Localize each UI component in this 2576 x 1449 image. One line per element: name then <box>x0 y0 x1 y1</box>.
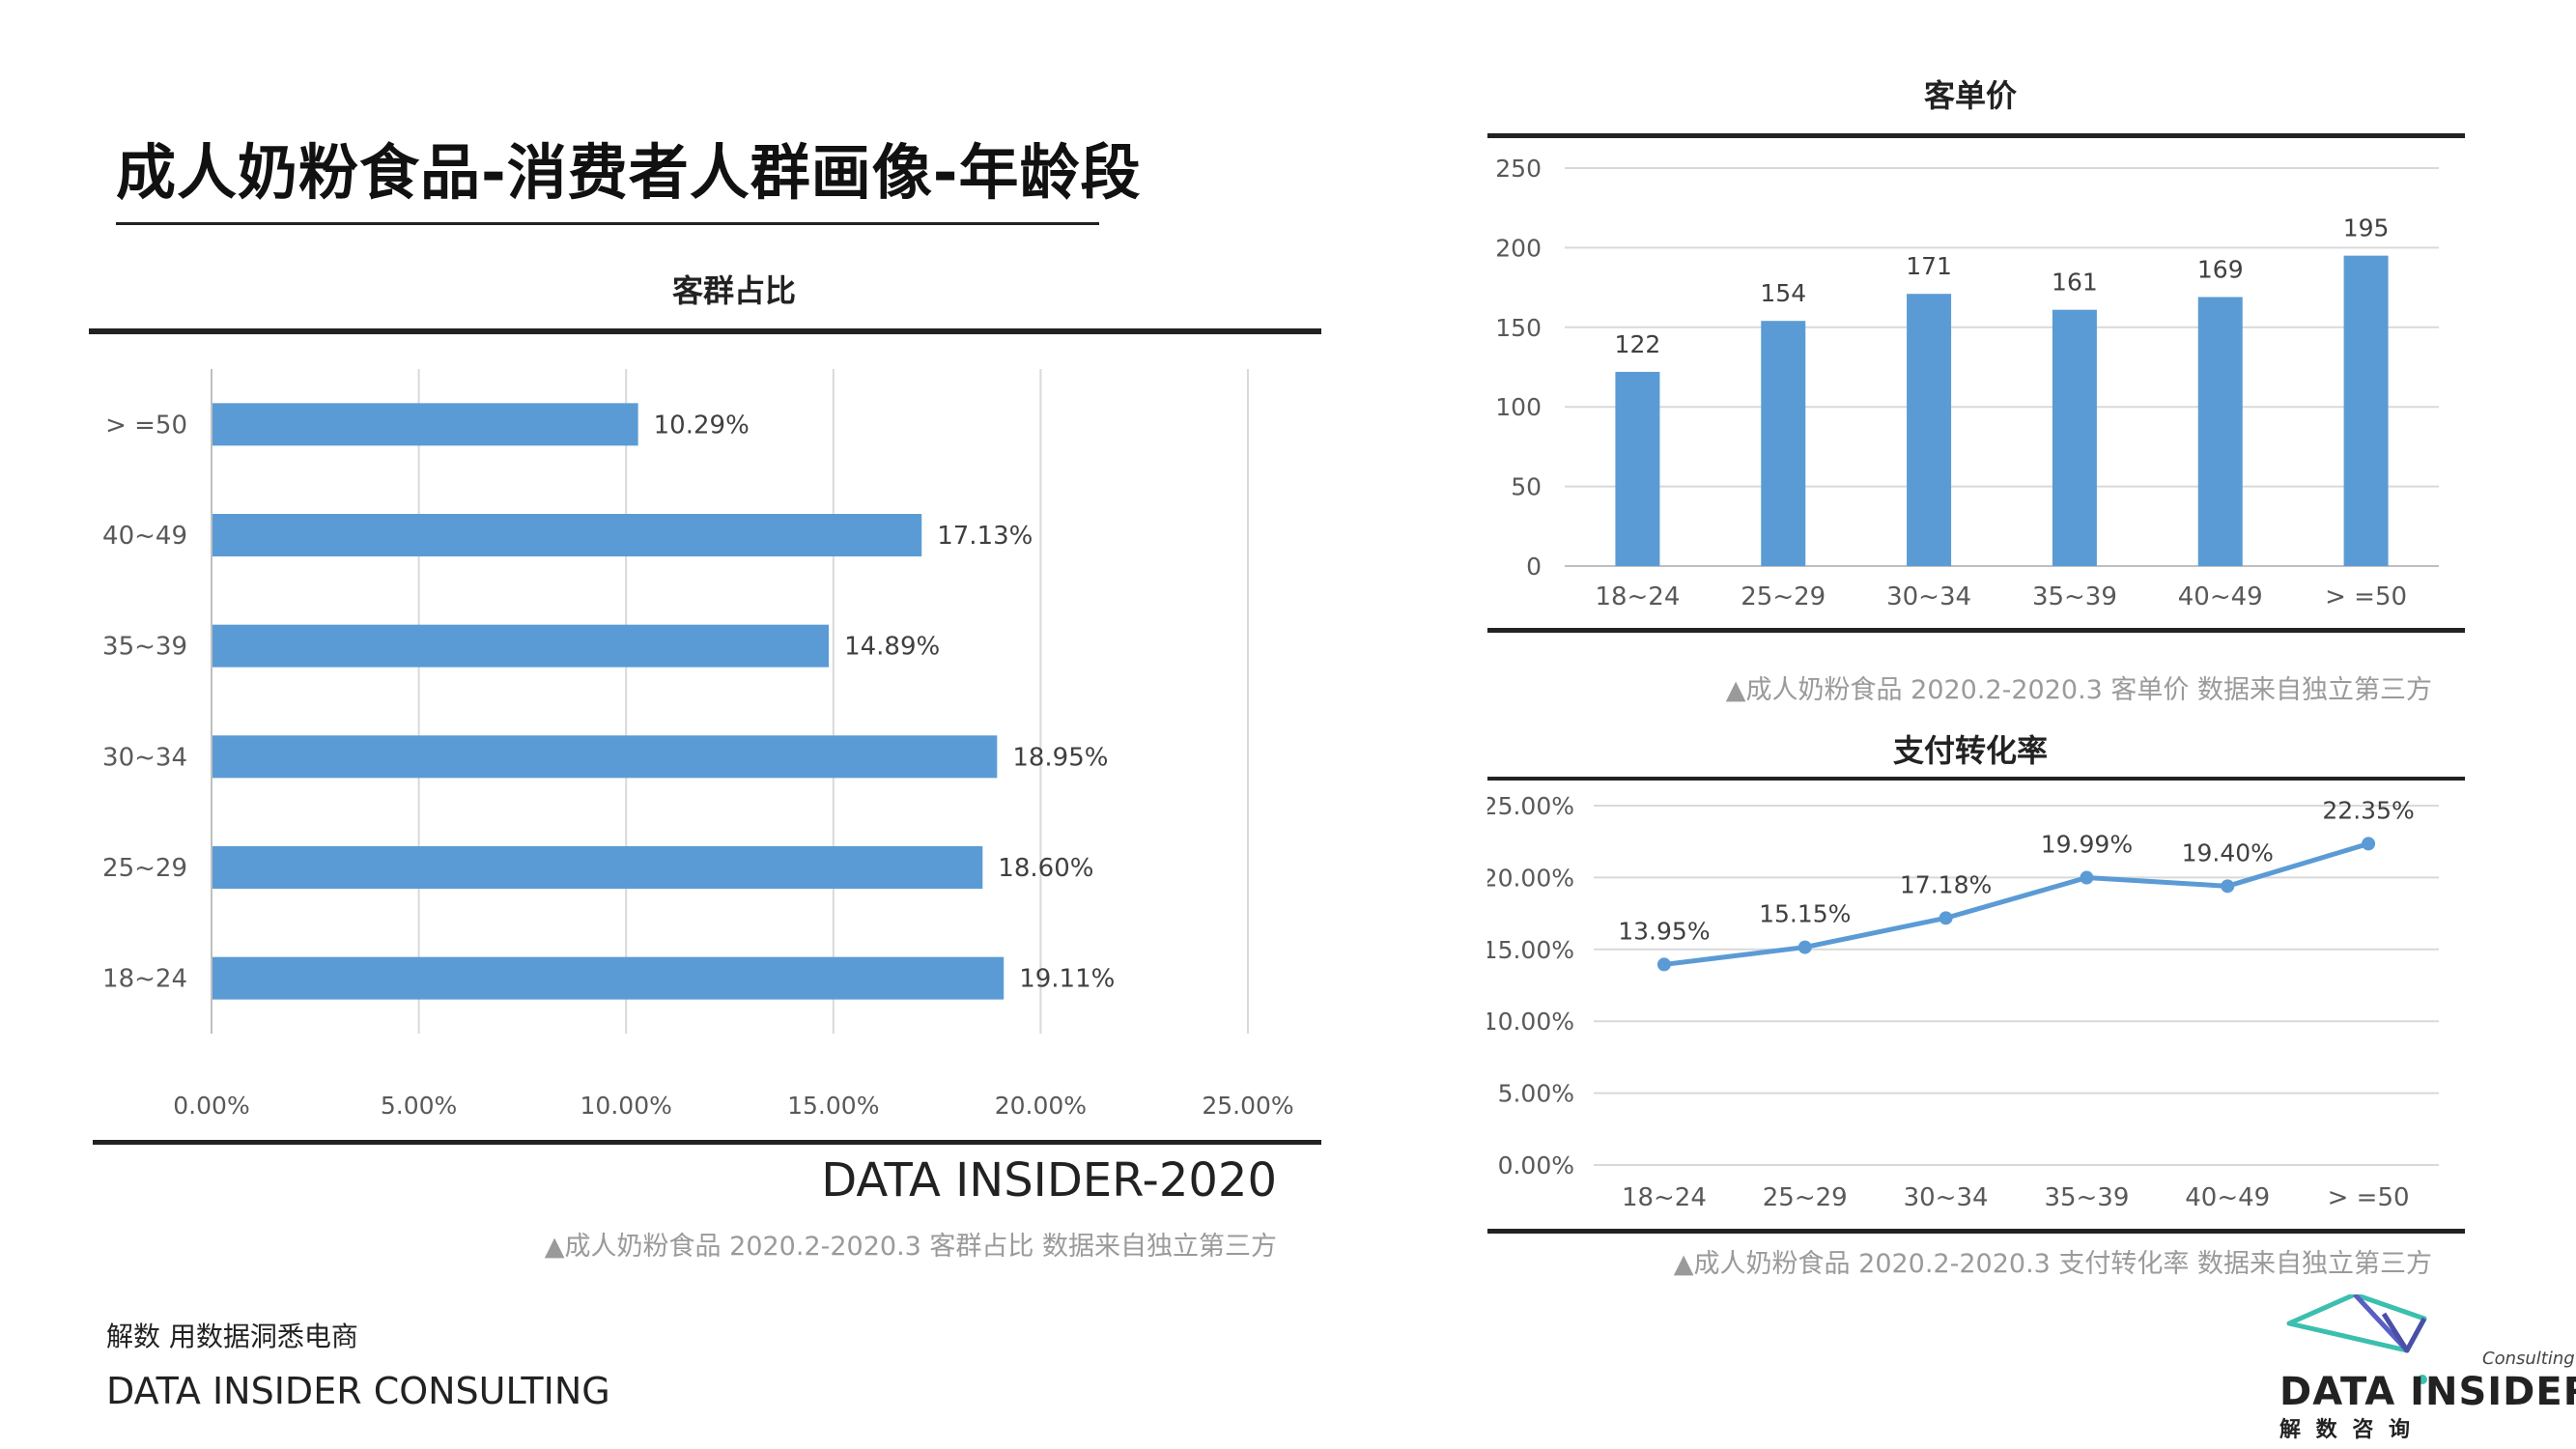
conversion-chart-title: 支付转化率 <box>1892 732 2048 769</box>
unit-price-bar-chart: 0 50 100 150 200 250 122 18~24 154 25~29 171 30~34 1… <box>1495 155 2439 611</box>
unit-price-y-tick-label: 50 <box>1511 473 1542 501</box>
conversion-point <box>1798 940 1812 954</box>
data-insider-logo: Consulting DATA INSIDER 解 数 咨 询 <box>2279 1292 2576 1442</box>
conversion-chart-bottom-rule <box>1487 1229 2465 1234</box>
unit-price-chart-title: 客单价 <box>1923 77 2017 114</box>
conversion-y-tick-label: 25.00% <box>1487 792 1574 820</box>
share-x-tick-label: 20.00% <box>995 1092 1087 1120</box>
share-bar <box>212 846 983 889</box>
conversion-series-line <box>1663 841 2369 967</box>
unit-price-bar <box>2052 309 2097 566</box>
title-divider <box>116 222 1099 225</box>
conversion-point <box>2221 879 2235 894</box>
unit-price-bar <box>1615 371 1660 566</box>
conversion-data-label: 19.99% <box>2041 831 2133 859</box>
conversion-y-tick-label: 0.00% <box>1498 1151 1574 1179</box>
share-y-category-label: 35~39 <box>102 633 187 662</box>
unit-price-x-category-label: 35~39 <box>2032 582 2117 611</box>
consulting-name: DATA INSIDER CONSULTING <box>106 1370 610 1412</box>
brand-label: DATA INSIDER-2020 <box>821 1153 1277 1208</box>
unit-price-bar <box>1907 294 1952 566</box>
unit-price-chart-bottom-rule <box>1487 628 2465 633</box>
page-title: 成人奶粉食品-消费者人群画像-年龄段 <box>116 137 1142 208</box>
share-bar <box>212 624 830 668</box>
unit-price-chart-source: ▲成人奶粉食品 2020.2-2020.3 客单价 数据来自独立第三方 <box>1725 675 2432 705</box>
unit-price-data-label: 161 <box>2052 269 2098 297</box>
share-chart-bottom-rule <box>93 1140 1321 1145</box>
conversion-x-category-label: 25~29 <box>1763 1183 1848 1212</box>
unit-price-data-label: 195 <box>2343 214 2390 242</box>
conversion-point <box>1656 957 1671 972</box>
conversion-y-tick-label: 20.00% <box>1487 864 1574 892</box>
conversion-x-category-label: 40~49 <box>2185 1183 2270 1212</box>
share-bar <box>212 956 1005 1000</box>
share-data-label: 19.11% <box>1019 965 1115 994</box>
conversion-x-category-label: > =50 <box>2328 1183 2410 1212</box>
logo-main-text: DATA INSIDER <box>2279 1370 2576 1414</box>
share-data-label: 14.89% <box>844 633 940 662</box>
conversion-x-category-label: 30~34 <box>1904 1183 1989 1212</box>
unit-price-data-label: 154 <box>1760 279 1806 307</box>
unit-price-x-category-label: > =50 <box>2325 582 2407 611</box>
share-y-category-label: 40~49 <box>102 522 187 551</box>
share-bar-chart: 0.00% 5.00% 10.00% 15.00% 20.00% 25.00% 10.29%… <box>102 369 1294 1120</box>
share-y-category-label: 18~24 <box>102 965 187 994</box>
share-bar <box>212 403 638 446</box>
conversion-point <box>2080 870 2094 885</box>
conversion-chart-top-rule <box>1487 777 2465 781</box>
share-data-label: 18.95% <box>1012 743 1108 772</box>
share-y-category-label: 25~29 <box>102 854 187 883</box>
share-x-tick-label: 15.00% <box>787 1092 879 1120</box>
unit-price-data-label: 169 <box>2197 255 2244 283</box>
conversion-y-tick-label: 5.00% <box>1498 1080 1574 1108</box>
share-y-category-label: 30~34 <box>102 743 187 772</box>
share-y-category-label: > =50 <box>105 411 187 440</box>
unit-price-data-label: 171 <box>1906 252 1952 280</box>
share-chart-title: 客群占比 <box>671 272 796 309</box>
share-x-tick-label: 10.00% <box>580 1092 672 1120</box>
conversion-x-category-label: 35~39 <box>2044 1183 2129 1212</box>
unit-price-y-tick-label: 250 <box>1495 155 1542 183</box>
conversion-data-label: 17.18% <box>1900 870 1992 898</box>
share-chart-top-rule <box>89 328 1321 334</box>
conversion-data-label: 22.35% <box>2322 796 2414 824</box>
conversion-line-chart: 0.00% 5.00% 10.00% 15.00% 20.00% 25.00% 13.95%… <box>1487 792 2439 1212</box>
unit-price-y-tick-label: 0 <box>1526 553 1542 581</box>
logo-sub-text: 解 数 咨 询 <box>2279 1418 2414 1442</box>
conversion-point <box>2362 837 2376 851</box>
unit-price-y-tick-label: 150 <box>1495 314 1542 342</box>
slogan: 解数 用数据洞悉电商 <box>106 1321 358 1352</box>
unit-price-x-category-label: 40~49 <box>2178 582 2263 611</box>
unit-price-bar <box>2343 255 2389 566</box>
conversion-chart-source: ▲成人奶粉食品 2020.2-2020.3 支付转化率 数据来自独立第三方 <box>1673 1249 2432 1279</box>
share-x-tick-label: 0.00% <box>173 1092 249 1120</box>
share-data-label: 18.60% <box>998 854 1093 883</box>
share-x-tick-label: 5.00% <box>381 1092 457 1120</box>
unit-price-x-category-label: 30~34 <box>1886 582 1971 611</box>
conversion-y-tick-label: 10.00% <box>1487 1008 1574 1036</box>
logo-mark-icon <box>2286 1292 2427 1384</box>
unit-price-y-tick-label: 200 <box>1495 234 1542 262</box>
share-x-tick-label: 25.00% <box>1202 1092 1293 1120</box>
logo-small-text: Consulting <box>2482 1349 2575 1369</box>
share-bar <box>212 514 922 556</box>
conversion-data-label: 19.40% <box>2182 838 2274 867</box>
share-bar <box>212 735 998 779</box>
unit-price-bar <box>1761 321 1806 566</box>
conversion-data-label: 13.95% <box>1618 917 1710 945</box>
conversion-point <box>1939 911 1953 925</box>
share-data-label: 10.29% <box>654 411 750 440</box>
share-chart-source: ▲成人奶粉食品 2020.2-2020.3 客群占比 数据来自独立第三方 <box>544 1232 1277 1262</box>
unit-price-data-label: 122 <box>1615 330 1661 358</box>
share-data-label: 17.13% <box>937 522 1033 551</box>
conversion-y-tick-label: 15.00% <box>1487 936 1574 964</box>
unit-price-x-category-label: 25~29 <box>1741 582 1826 611</box>
conversion-data-label: 15.15% <box>1759 900 1851 928</box>
unit-price-bar <box>2197 297 2243 566</box>
conversion-x-category-label: 18~24 <box>1622 1183 1707 1212</box>
unit-price-x-category-label: 18~24 <box>1595 582 1680 611</box>
unit-price-y-tick-label: 100 <box>1495 393 1542 421</box>
unit-price-chart-top-rule <box>1487 133 2465 138</box>
